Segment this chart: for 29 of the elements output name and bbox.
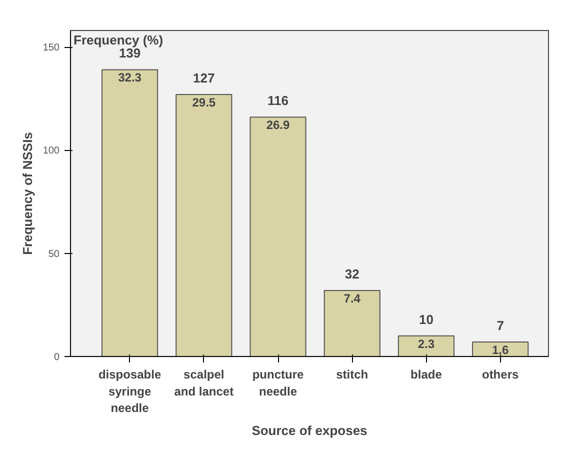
y-tick-label: 150 <box>42 42 60 54</box>
annotation: 26.9 <box>266 118 290 132</box>
x-tick-label: blade <box>410 368 442 382</box>
annotation: 7.4 <box>344 291 361 306</box>
data-label: 32 <box>344 266 360 282</box>
x-tick-label: scalpel and lancet <box>174 368 234 398</box>
x-tick-label: others <box>482 368 519 382</box>
y-axis-title: Frequency of NSSIs <box>20 132 35 255</box>
data-label: 10 <box>418 312 434 327</box>
y-tick-label: 0 <box>54 352 60 363</box>
annotation: 2.3 <box>418 336 435 351</box>
annotation: 1.6 <box>492 343 509 358</box>
annotation: Frequency (%) <box>74 32 164 48</box>
bar <box>398 335 455 356</box>
annotation: 32.3 <box>118 70 142 85</box>
bar <box>101 69 158 356</box>
x-tick-label: stitch <box>336 368 368 382</box>
data-label: 127 <box>193 70 215 86</box>
data-label: 7 <box>496 318 504 334</box>
bar <box>324 290 380 356</box>
bar <box>176 94 232 356</box>
annotation: 29.5 <box>192 95 216 110</box>
data-label: 116 <box>268 93 288 108</box>
x-axis-title: Source of exposes <box>252 423 368 438</box>
bar <box>250 116 306 356</box>
y-tick-label: 50 <box>48 248 60 260</box>
x-tick-label: disposable syringe needle <box>98 368 162 416</box>
y-tick-label: 100 <box>42 146 60 157</box>
x-tick-label: puncture needle <box>252 368 304 398</box>
